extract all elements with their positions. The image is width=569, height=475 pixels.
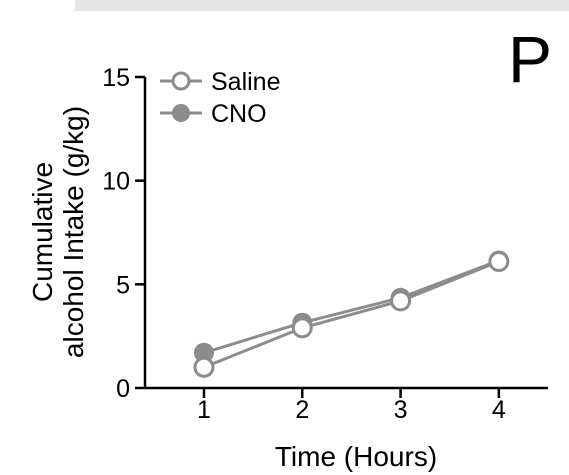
x-tick-label: 1	[197, 396, 211, 424]
top-gray-band	[75, 0, 569, 11]
data-point-saline	[193, 356, 215, 378]
y-tick-label: 5	[116, 271, 130, 299]
x-axis-title: Time (Hours)	[275, 441, 437, 472]
y-axis-title-line-2: alcohol Intake (g/kg)	[58, 106, 89, 358]
panel-letter: P	[508, 22, 552, 96]
series-cno	[193, 250, 509, 363]
data-point-saline	[390, 290, 412, 312]
series-saline	[193, 251, 510, 378]
data-point-cno	[193, 342, 214, 363]
legend-cno-label: CNO	[211, 100, 267, 128]
legend-saline-marker	[171, 71, 191, 91]
legend-item-cno: CNO	[160, 100, 267, 128]
legend-item-saline: Saline	[160, 68, 281, 96]
series-line-cno	[203, 259, 500, 355]
legend-cno-marker	[172, 104, 190, 122]
y-axis-title-line-1: Cumulative	[27, 162, 58, 302]
x-tick-label: 4	[492, 396, 506, 424]
x-tick-label: 2	[295, 396, 309, 424]
series-line-saline	[203, 260, 500, 369]
series-layer	[193, 250, 510, 378]
legend: Saline CNO	[160, 68, 281, 128]
y-tick-label: 10	[102, 168, 130, 196]
legend-saline-label: Saline	[211, 68, 281, 96]
y-axis-title: Cumulative alcohol Intake (g/kg)	[27, 106, 89, 358]
y-tick-label: 15	[102, 64, 130, 92]
data-point-saline	[488, 251, 510, 273]
y-tick-label: 0	[116, 375, 130, 403]
x-tick-label: 3	[394, 396, 408, 424]
axes: 0 5 10 15 1 2 3 4	[102, 64, 548, 424]
data-point-saline	[291, 317, 313, 339]
